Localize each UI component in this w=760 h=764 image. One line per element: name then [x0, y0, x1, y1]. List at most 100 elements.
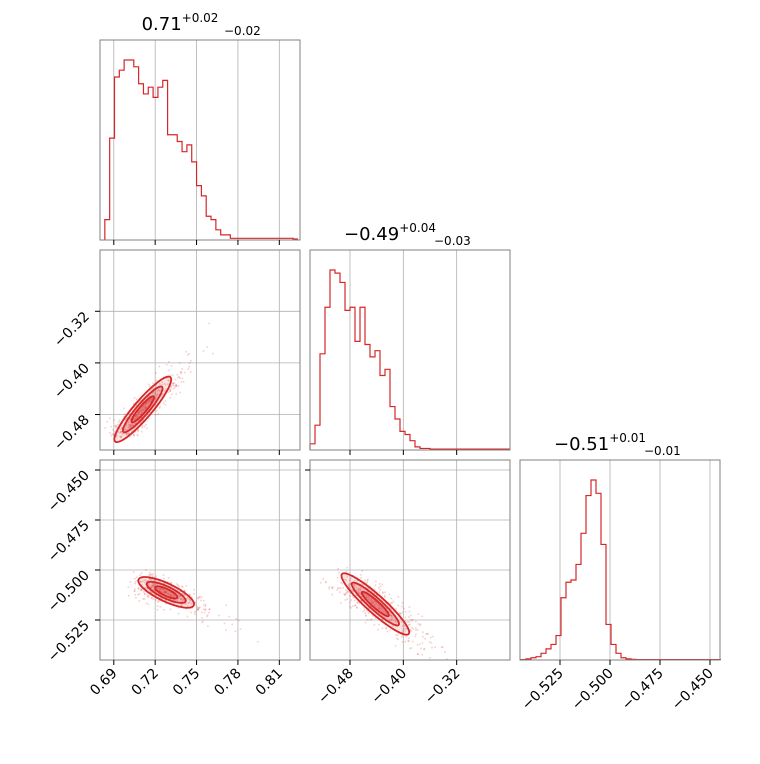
sample-point [193, 589, 195, 591]
sample-point [180, 372, 182, 375]
density-contour [122, 385, 164, 434]
sample-point [191, 600, 194, 603]
sample-point [152, 401, 155, 403]
sample-point [153, 387, 156, 390]
sample-point [166, 581, 169, 583]
sample-point [366, 581, 368, 584]
sample-point [176, 589, 178, 592]
sample-point [370, 599, 373, 602]
sample-point [128, 423, 131, 426]
density-contour [360, 590, 390, 618]
sample-point [368, 608, 370, 610]
sample-point [417, 653, 419, 656]
sample-point [139, 399, 142, 402]
sample-point [401, 631, 404, 633]
sample-point [128, 425, 131, 428]
sample-point [151, 575, 154, 578]
sample-point [170, 595, 172, 598]
sample-point [142, 580, 144, 583]
sample-point [159, 606, 162, 608]
sample-point [188, 365, 190, 368]
sample-point [119, 430, 122, 433]
sample-point [175, 384, 178, 387]
sample-point [140, 409, 143, 412]
sample-point [184, 594, 186, 596]
sample-point [126, 417, 128, 420]
sample-point [196, 608, 199, 611]
sample-point [349, 583, 352, 585]
sample-point [420, 647, 422, 650]
sample-point [135, 405, 138, 407]
sample-point [353, 586, 356, 589]
sample-point [188, 602, 190, 605]
sample-point [320, 581, 322, 584]
sample-point [175, 384, 178, 386]
sample-point [182, 598, 185, 601]
sample-point [165, 586, 168, 589]
sample-point [151, 597, 153, 599]
sample-point [149, 398, 152, 400]
sample-point [169, 374, 172, 376]
sample-point [181, 600, 183, 603]
sample-point [382, 610, 384, 613]
sample-point [168, 369, 170, 372]
sample-point [131, 424, 134, 427]
sample-point [163, 590, 165, 593]
sample-point [164, 400, 167, 402]
sample-point [350, 589, 353, 592]
sample-point [147, 596, 150, 598]
sample-point [149, 587, 152, 589]
sample-point [117, 430, 119, 433]
sample-point [129, 581, 132, 583]
sample-point [172, 599, 175, 601]
sample-point [429, 656, 431, 659]
sample-point [381, 627, 384, 629]
sample-point [380, 605, 383, 608]
sample-point [391, 617, 393, 620]
sample-point [366, 609, 369, 612]
sample-point [154, 403, 157, 406]
sample-point [415, 633, 417, 636]
sample-point [379, 585, 382, 588]
sample-point [143, 579, 145, 581]
sample-point [162, 574, 165, 576]
sample-point [174, 591, 176, 594]
sample-point [356, 579, 359, 582]
x-tick-label: −0.32 [422, 666, 464, 708]
sample-point [193, 593, 195, 595]
sample-point [360, 595, 363, 598]
sample-point [141, 584, 143, 586]
sample-point [389, 603, 392, 605]
panel-frame [309, 459, 511, 661]
sample-point [362, 593, 365, 596]
sample-point [409, 630, 411, 633]
sample-point [165, 390, 167, 392]
sample-point [177, 597, 179, 600]
sample-point [399, 612, 401, 615]
sample-point [357, 588, 360, 590]
sample-point [171, 594, 173, 596]
sample-point [163, 593, 166, 596]
sample-point [179, 598, 182, 600]
sample-point [177, 385, 180, 387]
sample-point [149, 400, 152, 402]
sample-point [359, 591, 361, 593]
sample-point [117, 431, 119, 434]
sample-point [120, 427, 123, 430]
sample-point [408, 624, 410, 626]
sample-point [212, 352, 214, 355]
x-tick-label: −0.525 [519, 666, 567, 714]
sample-point [385, 627, 387, 630]
sample-point [401, 625, 404, 627]
sample-point [332, 586, 334, 588]
sample-point [147, 399, 150, 402]
sample-point [158, 590, 161, 593]
sample-point [170, 594, 172, 597]
sample-point [144, 583, 147, 586]
sample-point [177, 584, 179, 586]
sample-point [364, 596, 367, 599]
sample-point [127, 423, 130, 426]
sample-point [138, 593, 141, 595]
sample-point [146, 593, 149, 596]
sample-point [410, 630, 412, 632]
